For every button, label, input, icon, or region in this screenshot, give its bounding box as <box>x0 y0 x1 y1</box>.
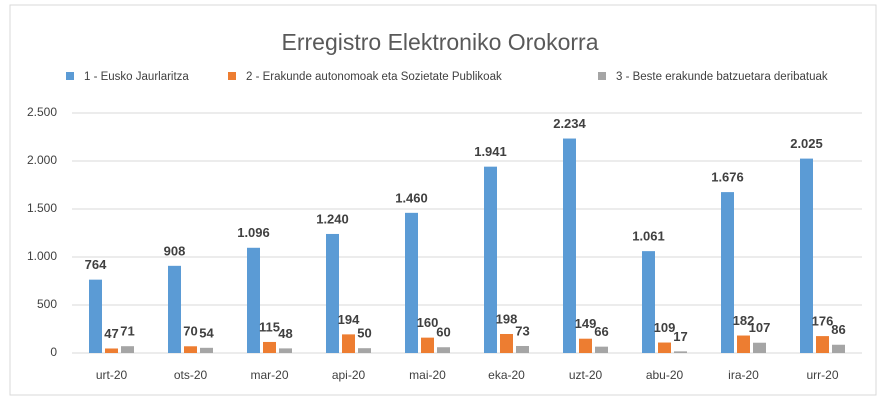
legend-swatch <box>66 72 74 80</box>
bar <box>263 341 276 353</box>
bar <box>484 166 497 353</box>
y-tick-label: 2.500 <box>27 105 57 119</box>
data-label: 71 <box>120 324 134 339</box>
bar <box>642 251 655 353</box>
data-label: 66 <box>594 324 608 339</box>
bar <box>121 346 134 353</box>
bar <box>89 279 102 353</box>
x-tick-label: api-20 <box>332 368 366 382</box>
y-tick-label: 0 <box>50 345 57 359</box>
bar <box>247 247 260 353</box>
bar <box>421 337 434 353</box>
x-tick-label: urr-20 <box>806 368 838 382</box>
bar <box>437 347 450 353</box>
data-label: 182 <box>733 313 755 328</box>
data-label: 1.240 <box>316 211 349 226</box>
data-label: 2.025 <box>790 136 823 151</box>
data-label: 86 <box>831 322 845 337</box>
bar <box>658 342 671 353</box>
data-label: 2.234 <box>553 116 586 131</box>
x-tick-label: mar-20 <box>250 368 288 382</box>
legend-swatch <box>228 72 236 80</box>
x-tick-label: eka-20 <box>488 368 525 382</box>
bar <box>105 348 118 353</box>
bar <box>800 158 813 353</box>
legend-swatch <box>598 72 606 80</box>
data-label: 54 <box>199 325 214 340</box>
bar <box>579 338 592 353</box>
data-label: 160 <box>417 315 439 330</box>
x-tick-label: uzt-20 <box>569 368 603 382</box>
bar <box>563 138 576 353</box>
data-label: 60 <box>436 325 450 340</box>
chart-title: Erregistro Elektroniko Orokorra <box>282 29 599 55</box>
x-tick-label: abu-20 <box>646 368 684 382</box>
data-label: 47 <box>104 326 118 341</box>
y-tick-label: 1.000 <box>27 249 57 263</box>
bar <box>358 348 371 353</box>
data-label: 107 <box>749 320 771 335</box>
data-label: 1.096 <box>237 225 270 240</box>
bar <box>168 265 181 353</box>
bar <box>595 346 608 353</box>
data-label: 1.676 <box>711 170 744 185</box>
bar <box>816 336 829 353</box>
data-label: 194 <box>338 312 360 327</box>
x-tick-label: ots-20 <box>174 368 208 382</box>
data-label: 17 <box>673 329 687 344</box>
data-label: 764 <box>85 257 107 272</box>
bar <box>326 233 339 353</box>
data-label: 1.941 <box>474 144 507 159</box>
legend-label: 2 - Erakunde autonomoak eta Sozietate Pu… <box>246 71 502 83</box>
bar <box>279 348 292 353</box>
y-tick-label: 500 <box>37 297 57 311</box>
y-tick-label: 1.500 <box>27 201 57 215</box>
data-label: 1.061 <box>632 229 665 244</box>
bar <box>753 342 766 353</box>
data-label: 115 <box>259 319 280 334</box>
data-label: 176 <box>812 314 834 329</box>
bar <box>737 335 750 353</box>
data-label: 109 <box>654 320 676 335</box>
x-tick-label: urt-20 <box>96 368 128 382</box>
bar <box>405 212 418 353</box>
data-label: 1.460 <box>395 190 428 205</box>
data-label: 149 <box>575 316 597 331</box>
bar <box>674 351 687 353</box>
data-label: 908 <box>164 243 186 258</box>
bar <box>721 192 734 353</box>
x-tick-label: ira-20 <box>728 368 759 382</box>
data-label: 70 <box>183 324 197 339</box>
bar <box>200 347 213 353</box>
bar <box>516 345 529 353</box>
bar <box>184 346 197 353</box>
bar <box>342 334 355 353</box>
bar <box>500 333 513 353</box>
x-tick-label: mai-20 <box>409 368 446 382</box>
y-tick-label: 2.000 <box>27 153 57 167</box>
data-label: 48 <box>278 326 292 341</box>
legend-label: 1 - Eusko Jaurlaritza <box>84 71 189 83</box>
bar <box>832 344 845 353</box>
data-label: 198 <box>496 311 518 326</box>
data-label: 73 <box>515 323 529 338</box>
data-label: 50 <box>357 326 371 341</box>
legend-label: 3 - Beste erakunde batzuetara deribatuak <box>616 71 828 83</box>
